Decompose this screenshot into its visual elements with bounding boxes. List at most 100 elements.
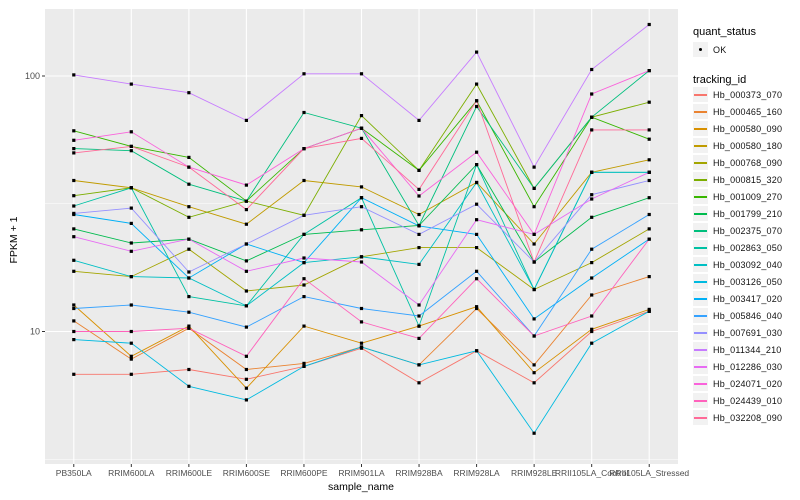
- data-point: [302, 213, 306, 217]
- legend-item-label: Hb_032208_090: [713, 412, 783, 423]
- data-point: [475, 306, 479, 311]
- data-point: [129, 372, 133, 376]
- data-point: [129, 186, 133, 190]
- legend-item-Hb_000580_180: Hb_000580_180: [693, 137, 799, 154]
- legend-item-Hb_000815_320: Hb_000815_320: [693, 171, 799, 188]
- data-point: [187, 91, 191, 95]
- data-point: [417, 232, 421, 236]
- data-point: [359, 114, 364, 118]
- data-point: [359, 205, 364, 209]
- legend-tracking-items: Hb_000373_070 Hb_000465_160 Hb_000580_090 H…: [693, 86, 799, 426]
- legend-key: [693, 325, 708, 340]
- data-point: [72, 151, 76, 155]
- data-point: [72, 147, 76, 151]
- data-point: [72, 338, 76, 342]
- legend-item-label: OK: [713, 44, 727, 55]
- legend-item-label: Hb_001799_210: [713, 208, 783, 219]
- data-point: [417, 336, 421, 340]
- data-point: [302, 295, 306, 299]
- legend-item-Hb_000373_070: Hb_000373_070: [693, 86, 799, 103]
- data-point: [72, 211, 76, 215]
- legend-title-tracking-id: tracking_id: [693, 74, 747, 86]
- data-point: [647, 178, 651, 183]
- plot-area: 100 10 PB350LA RRIM600LA RRIM600LE RRIM600SE R…: [25, 9, 689, 478]
- data-point: [532, 205, 536, 209]
- data-point: [417, 363, 421, 367]
- data-point: [590, 115, 594, 119]
- legend-item-label: Hb_003126_050: [713, 276, 783, 287]
- legend-color-line-icon: [694, 196, 707, 198]
- data-point: [590, 197, 594, 201]
- data-point: [302, 261, 306, 265]
- data-point: [187, 205, 191, 209]
- data-point: [244, 183, 248, 187]
- data-point: [244, 259, 248, 263]
- data-point: [417, 262, 421, 266]
- data-point: [187, 384, 191, 388]
- data-point: [359, 306, 364, 311]
- data-point: [359, 228, 364, 232]
- data-point: [72, 204, 76, 208]
- data-point: [647, 158, 651, 162]
- legend-key: [693, 376, 708, 391]
- x-tick-label: PB350LA: [56, 468, 92, 478]
- legend-key: [693, 206, 708, 221]
- legend-key: [693, 155, 708, 170]
- data-point: [475, 202, 479, 206]
- data-point: [590, 341, 594, 345]
- legend-color-line-icon: [694, 230, 707, 232]
- legend-item-label: Hb_003092_040: [713, 259, 783, 270]
- data-point: [72, 372, 76, 376]
- data-point: [244, 289, 248, 293]
- legend-item-Hb_000465_160: Hb_000465_160: [693, 103, 799, 120]
- y-tick-label: 100: [25, 71, 40, 81]
- x-axis-title: sample_name: [328, 481, 394, 493]
- data-point: [532, 431, 536, 435]
- legend-item-label: Hb_001009_270: [713, 191, 783, 202]
- legend-item-label: Hb_000465_160: [713, 106, 783, 117]
- data-point: [647, 100, 651, 104]
- legend-item-label: Hb_000768_090: [713, 157, 783, 168]
- legend-color-line-icon: [694, 366, 707, 368]
- legend-item-Hb_005846_040: Hb_005846_040: [693, 307, 799, 324]
- data-point: [244, 242, 248, 246]
- data-point: [475, 349, 479, 353]
- data-point: [417, 168, 421, 172]
- legend-color-line-icon: [694, 400, 707, 402]
- y-tick-label: 10: [30, 327, 40, 337]
- data-point: [417, 246, 421, 250]
- data-point: [532, 371, 536, 375]
- legend-key: [693, 87, 708, 102]
- legend-key: [693, 223, 708, 238]
- data-point: [532, 260, 536, 264]
- data-point: [475, 150, 479, 154]
- data-point: [187, 326, 191, 330]
- legend-color-line-icon: [694, 111, 707, 113]
- data-point: [302, 283, 306, 287]
- data-point: [359, 260, 364, 264]
- data-point: [187, 367, 191, 372]
- legend-key: [693, 308, 708, 323]
- data-point: [244, 367, 248, 372]
- data-point: [244, 354, 248, 358]
- data-point: [590, 128, 594, 132]
- legend-item-label: Hb_000580_180: [713, 140, 783, 151]
- data-point: [129, 206, 133, 210]
- data-point: [590, 314, 594, 318]
- data-point: [302, 364, 306, 368]
- legend-key: [693, 138, 708, 153]
- data-point: [590, 293, 594, 297]
- legend-item-Hb_011344_210: Hb_011344_210: [693, 341, 799, 358]
- legend-key: [693, 172, 708, 187]
- legend-item-label: Hb_005846_040: [713, 310, 783, 321]
- point-marker-icon: [698, 47, 703, 52]
- legend-color-line-icon: [694, 128, 707, 130]
- data-point: [475, 50, 479, 54]
- legend-item-Hb_002375_070: Hb_002375_070: [693, 222, 799, 239]
- legend-key: [693, 291, 708, 306]
- legend-item-Hb_003417_020: Hb_003417_020: [693, 290, 799, 307]
- legend-item-label: Hb_002863_050: [713, 242, 783, 253]
- x-tick-label: RRIM901LA: [338, 468, 385, 478]
- data-point: [590, 67, 594, 72]
- data-point: [475, 218, 479, 222]
